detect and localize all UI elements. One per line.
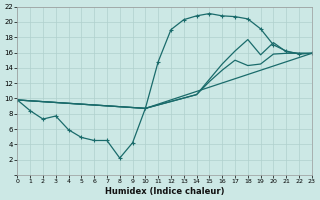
X-axis label: Humidex (Indice chaleur): Humidex (Indice chaleur) bbox=[105, 187, 224, 196]
